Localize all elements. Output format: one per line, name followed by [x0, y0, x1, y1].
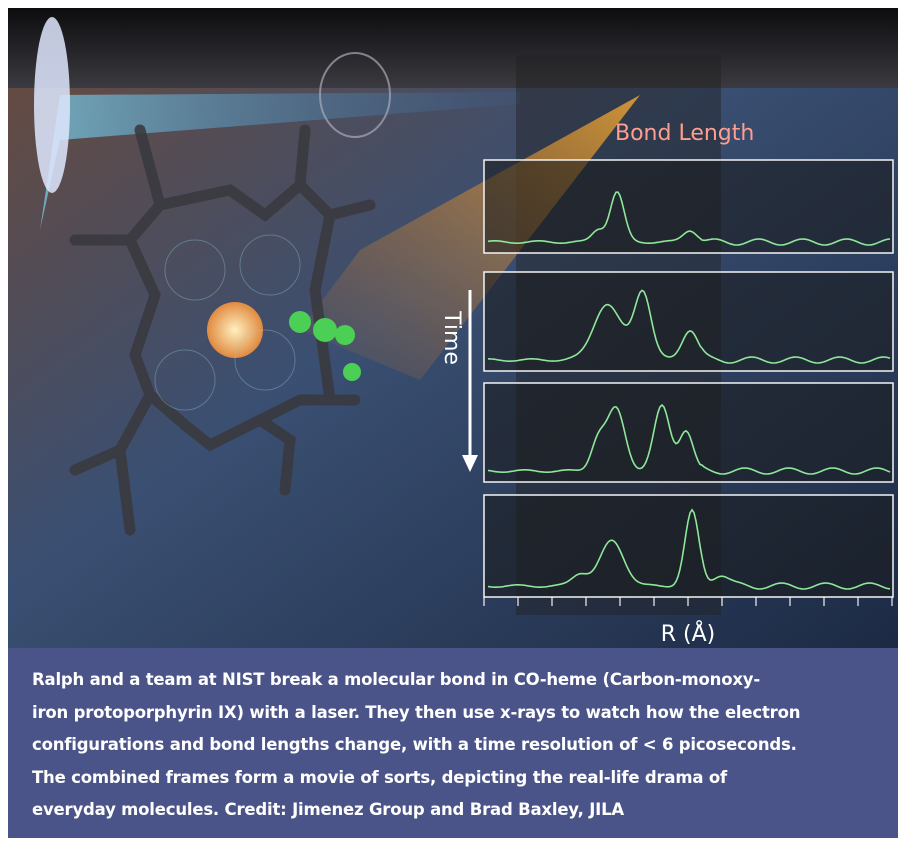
illustration: Bond Length Time R (Å) — [0, 0, 901, 648]
page: Bond Length Time R (Å) Ralph and a team … — [0, 0, 901, 846]
iron-atom — [207, 302, 263, 358]
caption-box: Ralph and a team at NIST break a molecul… — [8, 648, 898, 838]
time-label: Time — [439, 310, 464, 365]
caption-line: The combined frames form a movie of sort… — [32, 768, 727, 787]
bond-length-label: Bond Length — [615, 121, 754, 146]
caption-line: iron protoporphyrin IX) with a laser. Th… — [32, 703, 800, 722]
caption-line: configurations and bond lengths change, … — [32, 735, 797, 754]
caption-line: Ralph and a team at NIST break a molecul… — [32, 670, 760, 689]
mirror — [34, 17, 70, 193]
caption-line: everyday molecules. Credit: Jimenez Grou… — [32, 800, 624, 819]
r-axis-label: R (Å) — [661, 620, 716, 647]
ceiling — [8, 8, 898, 88]
